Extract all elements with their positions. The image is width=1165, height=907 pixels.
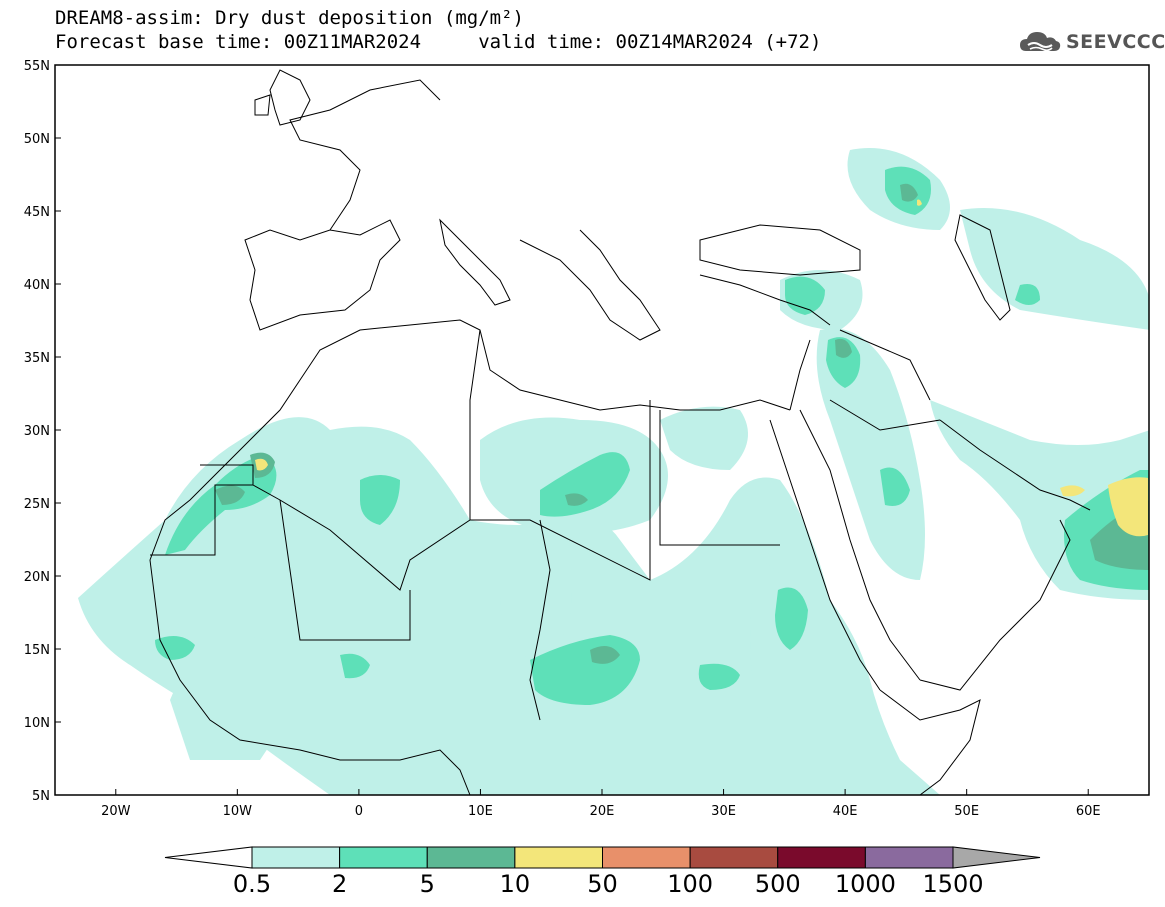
colorbar-label: 0.5 (232, 870, 272, 898)
lat-tick-label: 5N (32, 789, 50, 804)
lat-tick-label: 30N (24, 424, 50, 439)
lon-tick-label: 20E (590, 804, 615, 819)
colorbar-segment (689, 846, 779, 869)
lon-tick-label: 40E (833, 804, 858, 819)
dust-level-1 (78, 148, 1149, 795)
lat-tick-label: 50N (24, 132, 50, 147)
lat-tick-label: 20N (24, 570, 50, 585)
lat-tick-label: 40N (24, 278, 50, 293)
colorbar-label: 2 (331, 870, 348, 898)
logo-text: SEEVCCC (1066, 31, 1165, 53)
colorbar-low-arrow (164, 846, 253, 869)
lon-tick-label: 10W (223, 804, 253, 819)
map-title: DREAM8-assim: Dry dust deposition (mg/m²… (55, 7, 524, 29)
cloud-icon (1020, 32, 1061, 52)
lat-tick-label: 45N (24, 205, 50, 220)
lon-tick-label: 60E (1076, 804, 1101, 819)
lon-tick-label: 50E (954, 804, 979, 819)
map-subtitle: Forecast base time: 00Z11MAR2024 valid t… (55, 31, 822, 53)
colorbar-segment (339, 846, 428, 869)
lon-tick-label: 10E (468, 804, 493, 819)
dust-contours (78, 69, 1149, 795)
lat-tick-label: 35N (24, 351, 50, 366)
colorbar-segment (864, 846, 954, 869)
colorbar-segment (514, 846, 603, 869)
coastlines (149, 69, 1091, 795)
lat-tick-label: 55N (24, 59, 50, 74)
colorbar-label: 500 (754, 870, 801, 898)
colorbar-label: 50 (587, 870, 618, 898)
colorbar-label: 1000 (834, 870, 896, 898)
lon-tick-label: 30E (711, 804, 736, 819)
colorbar-segment (602, 846, 691, 869)
colorbar-label: 10 (499, 870, 531, 898)
dust-level-4 (255, 199, 1148, 537)
colorbar-segment (426, 846, 516, 869)
colorbar (164, 846, 1041, 869)
latitude-axis: 55N 50N 45N 40N 35N 30N 25N 20N 15N 10N 5N (24, 59, 61, 804)
colorbar-label: 1500 (922, 870, 984, 898)
lon-tick-label: 0 (355, 804, 363, 819)
seevccc-logo: SEEVCCC (1018, 26, 1165, 58)
colorbar-segment (777, 846, 866, 869)
lat-tick-label: 15N (24, 643, 50, 658)
lat-tick-label: 10N (24, 716, 50, 731)
colorbar-high-arrow (952, 846, 1041, 869)
colorbar-segment (251, 846, 341, 869)
colorbar-label: 100 (667, 870, 714, 898)
colorbar-label: 5 (419, 870, 435, 898)
lat-tick-label: 25N (24, 497, 50, 512)
longitude-axis: 20W 10W 0 10E 20E 30E 40E 50E 60E (101, 789, 1101, 819)
lon-tick-label: 20W (101, 804, 131, 819)
